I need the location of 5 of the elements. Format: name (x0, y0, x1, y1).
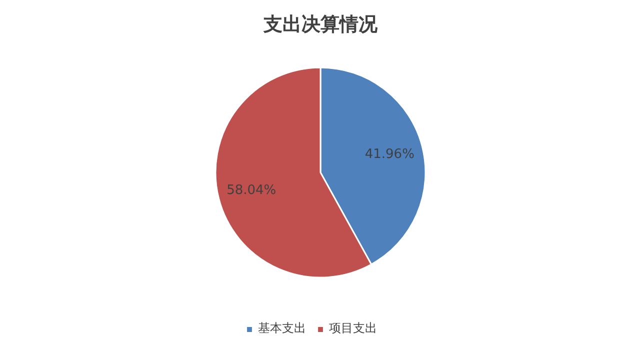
data-label: 58.04% (226, 182, 276, 198)
chart-title: 支出决算情况 (262, 14, 378, 36)
legend-label: 项目支出 (329, 320, 377, 337)
legend-label: 基本支出 (258, 320, 306, 337)
data-label: 41.96% (364, 147, 414, 162)
